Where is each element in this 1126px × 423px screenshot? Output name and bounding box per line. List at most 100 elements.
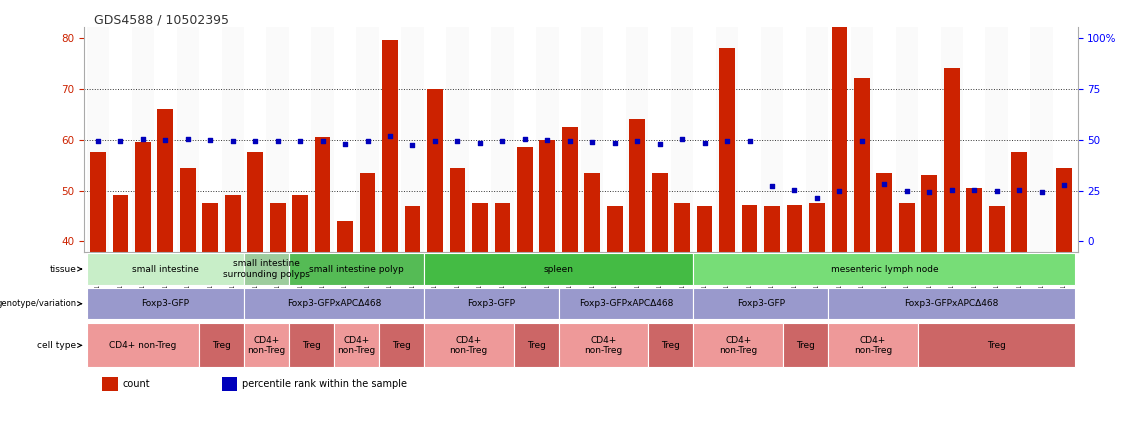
Text: Foxp3-GFPxAPCΔ468: Foxp3-GFPxAPCΔ468	[579, 299, 673, 308]
Point	[830, 187, 848, 194]
Bar	[423, 27, 446, 252]
Bar	[289, 253, 423, 285]
Bar	[203, 203, 218, 252]
Bar	[378, 27, 401, 252]
Point	[651, 140, 669, 147]
Bar	[491, 27, 513, 252]
Bar	[446, 27, 468, 252]
Bar	[810, 203, 825, 252]
Point	[763, 183, 781, 190]
Bar	[423, 288, 558, 319]
Point	[942, 186, 960, 193]
Text: Treg: Treg	[212, 341, 231, 350]
Bar	[581, 27, 604, 252]
Bar	[963, 27, 985, 252]
Bar	[652, 173, 668, 252]
Bar	[1053, 27, 1075, 252]
Text: Treg: Treg	[988, 341, 1007, 350]
Text: genotype/variation: genotype/variation	[0, 299, 77, 308]
Bar	[180, 168, 196, 252]
Text: small intestine polyp: small intestine polyp	[309, 264, 404, 274]
Text: percentile rank within the sample: percentile rank within the sample	[242, 379, 406, 389]
Text: small intestine
surrounding polyps: small intestine surrounding polyps	[223, 259, 310, 279]
Point	[606, 139, 624, 146]
Point	[202, 136, 220, 143]
Bar	[854, 78, 869, 252]
Bar	[671, 27, 694, 252]
Bar	[918, 324, 1075, 367]
Bar	[337, 221, 352, 252]
Bar	[427, 89, 443, 252]
Bar	[248, 152, 263, 252]
Text: Foxp3-GFP: Foxp3-GFP	[142, 299, 189, 308]
Bar	[222, 27, 244, 252]
Point	[314, 137, 332, 144]
Bar	[649, 27, 671, 252]
Bar	[102, 377, 118, 391]
Point	[111, 137, 129, 144]
Text: Treg: Treg	[796, 341, 815, 350]
Bar	[244, 27, 267, 252]
Bar	[829, 288, 1075, 319]
Text: Foxp3-GFPxAPCΔ468: Foxp3-GFPxAPCΔ468	[904, 299, 999, 308]
Bar	[899, 203, 914, 252]
Text: CD4+
non-Treg: CD4+ non-Treg	[248, 336, 286, 355]
Bar	[1008, 27, 1030, 252]
Text: mesenteric lymph node: mesenteric lymph node	[831, 264, 938, 274]
Text: count: count	[123, 379, 150, 389]
Point	[269, 137, 287, 144]
Bar	[831, 17, 847, 252]
Bar	[87, 27, 109, 252]
Point	[157, 136, 175, 143]
Bar	[154, 27, 177, 252]
Bar	[359, 173, 375, 252]
Bar	[694, 253, 1075, 285]
Point	[673, 135, 691, 142]
Point	[718, 137, 736, 144]
Point	[426, 137, 444, 144]
Point	[1033, 188, 1051, 195]
Point	[561, 137, 579, 144]
Bar	[829, 27, 850, 252]
Bar	[829, 324, 918, 367]
Text: tissue: tissue	[50, 264, 77, 274]
Text: CD4+
non-Treg: CD4+ non-Treg	[337, 336, 375, 355]
Bar	[90, 152, 106, 252]
Bar	[517, 147, 533, 252]
Bar	[558, 27, 581, 252]
Bar	[513, 324, 558, 367]
Bar	[536, 27, 558, 252]
Bar	[315, 137, 331, 252]
Bar	[940, 27, 963, 252]
Text: CD4+
non-Treg: CD4+ non-Treg	[449, 336, 488, 355]
Point	[247, 137, 265, 144]
Bar	[607, 206, 623, 252]
Point	[516, 135, 534, 142]
Bar	[113, 195, 128, 252]
Point	[897, 187, 915, 194]
Bar	[270, 203, 286, 252]
Point	[1010, 186, 1028, 193]
Bar	[674, 203, 690, 252]
Text: CD4+ non-Treg: CD4+ non-Treg	[109, 341, 177, 350]
Bar	[494, 203, 510, 252]
Bar	[558, 288, 694, 319]
Bar	[87, 253, 244, 285]
Point	[224, 137, 242, 144]
Bar	[649, 324, 694, 367]
Text: Foxp3-GFP: Foxp3-GFP	[467, 299, 515, 308]
Bar	[562, 127, 578, 252]
Bar	[694, 288, 829, 319]
Point	[493, 137, 511, 144]
Point	[134, 135, 152, 142]
Text: CD4+
non-Treg: CD4+ non-Treg	[854, 336, 892, 355]
Bar	[850, 27, 873, 252]
Bar	[289, 324, 333, 367]
Bar	[739, 27, 761, 252]
Bar	[87, 324, 199, 367]
Bar	[378, 324, 423, 367]
Bar	[742, 205, 758, 252]
Text: Treg: Treg	[661, 341, 680, 350]
Bar	[199, 324, 244, 367]
Point	[292, 137, 310, 144]
